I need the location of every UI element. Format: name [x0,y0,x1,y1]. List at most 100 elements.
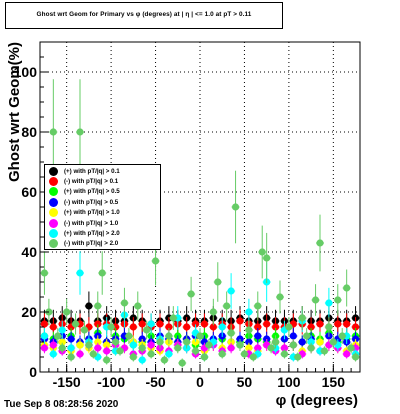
legend-marker [49,166,58,176]
data-point [151,257,160,265]
data-point [143,326,151,334]
x-tick-label: -100 [97,374,125,390]
x-tick-label: 100 [277,374,301,390]
data-point [138,320,146,328]
data-point [254,332,262,340]
data-point [67,344,75,352]
y-axis-title: Ghost wrt Geom(%) [6,42,23,182]
data-point [111,338,120,346]
data-point [263,320,271,328]
data-point [138,344,146,352]
data-point [174,344,182,352]
y-tick-label: 0 [29,364,37,380]
data-point [329,338,337,346]
legend-marker [49,177,58,187]
data-point [138,335,146,343]
data-point [58,338,66,346]
data-point [183,323,191,331]
legend-marker [49,187,58,197]
data-point [347,344,355,352]
data-point [227,338,235,346]
data-point [236,335,244,343]
data-point [343,284,351,292]
data-point [227,287,235,295]
data-point [165,332,173,340]
data-point [103,356,111,364]
x-tick-label: -150 [53,374,81,390]
data-point [85,341,93,349]
data-point [254,323,262,331]
data-point [223,302,231,310]
data-point [316,338,324,346]
data-point [280,344,289,352]
data-point [196,332,204,340]
data-point [165,350,173,358]
legend-entry: (+) with pT/|q| > 1.0 [47,208,160,218]
data-point [191,347,200,355]
legend-label: (-) with pT/|q| > 2.0 [64,240,119,248]
data-point [218,350,226,358]
data-point [156,320,164,328]
data-point [147,341,155,349]
data-point [200,320,209,328]
data-point [107,323,115,331]
data-point [89,350,97,358]
data-point [94,344,102,352]
data-point [289,332,297,340]
ticks: -150 -100 -50 0 50 100 150 0 20 40 60 80 100 [14,41,361,390]
y-tick-label: 40 [21,244,37,260]
legend-label: (+) with pT/|q| > 0.1 [64,167,120,175]
data-point [285,323,293,331]
data-point [147,350,155,358]
data-point [183,338,191,346]
data-point [129,353,137,361]
data-point [351,353,360,361]
data-point [94,302,102,310]
x-tick-label: 50 [237,374,253,390]
y-tick-label: 80 [21,124,37,140]
data-point [325,323,333,331]
data-point [205,341,213,349]
legend-marker [49,208,58,218]
data-point [316,239,324,247]
data-point [49,341,57,349]
data-point [94,320,102,328]
data-point [76,269,84,277]
data-layer [40,79,360,368]
data-point [298,338,306,346]
data-point [40,320,49,328]
data-point [54,332,62,340]
data-point [147,320,155,328]
data-point [218,323,226,331]
legend-entry: (-) with pT/|q| > 0.1 [47,176,160,187]
data-point [280,350,289,358]
data-point [94,338,102,346]
data-point [191,320,200,328]
data-point [160,356,169,364]
data-point [156,338,164,346]
legend-entry: (-) with pT/|q| > 1.0 [47,218,160,228]
data-point [178,359,186,367]
series-group [40,79,360,368]
chart-title: Ghost wrt Geom for Primary vs φ (degrees… [36,11,252,18]
data-point [76,341,84,349]
data-point [343,320,351,328]
legend-entry: (-) with pT/|q| > 2.0 [47,239,160,249]
y-tick-label: 100 [14,64,38,80]
data-point [200,353,209,361]
data-point [236,317,244,325]
data-point [289,341,297,349]
timestamp: Tue Sep 8 08:28:56 2020 [4,399,119,410]
data-point [134,302,142,310]
data-point [76,128,84,136]
legend: (+) with pT/|q| > 0.1 (-) with pT/|q| > 0… [44,164,161,250]
legend-marker [49,218,58,228]
legend-label: (-) with pT/|q| > 1.0 [64,219,119,227]
data-point [40,269,49,277]
data-point [267,344,275,352]
legend-label: (+) with pT/|q| > 0.5 [64,188,120,196]
y-tick-label: 20 [21,304,37,320]
legend-marker [49,229,58,239]
data-point [40,344,49,352]
